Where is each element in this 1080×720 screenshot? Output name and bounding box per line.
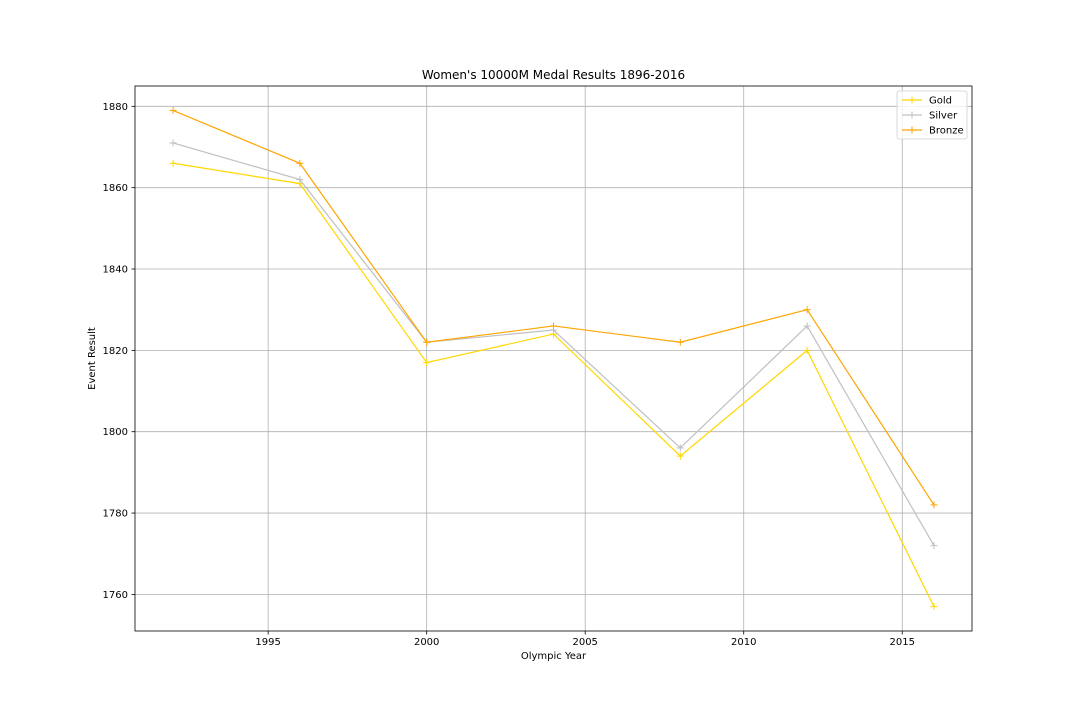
y-tick-label: 1860 [103, 183, 128, 194]
silver-data-point [169, 139, 177, 147]
y-tick-label: 1800 [103, 427, 128, 438]
y-tick-label: 1760 [103, 590, 128, 601]
legend-box [896, 90, 968, 140]
y-tick-label: 1820 [103, 346, 128, 357]
silver-series-line [172, 142, 935, 546]
legend-item-silver: Silver [902, 111, 958, 122]
gold-data-point [676, 452, 684, 460]
bronze-data-point [423, 338, 431, 346]
y-tick-label: 1880 [103, 102, 128, 113]
gold-data-point [169, 159, 177, 167]
bronze-series-line [172, 109, 935, 506]
legend-label-gold: Gold [929, 96, 952, 107]
silver-data-point [803, 322, 811, 330]
tick-layer: 1995 2000 2005 2010 2015 1760 1780 1800 1820 1840… [103, 102, 915, 648]
bronze-data-point [296, 159, 304, 167]
gold-data-point [930, 603, 938, 611]
x-tick-label: 2005 [572, 637, 597, 648]
y-tick-label: 1780 [103, 509, 128, 520]
bronze-data-point [803, 306, 811, 314]
x-axis-label: Olympic Year [521, 651, 587, 662]
x-tick-label: 1995 [255, 637, 280, 648]
bronze-data-point [676, 338, 684, 346]
plot-area-frame [134, 85, 973, 632]
chart-title: Women's 10000M Medal Results 1896-2016 [422, 68, 685, 82]
series-layer [169, 106, 938, 611]
x-tick-label: 2000 [414, 637, 439, 648]
y-tick-label: 1840 [103, 265, 128, 276]
x-tick-label: 2015 [890, 637, 915, 648]
x-tick-label: 2010 [731, 637, 756, 648]
silver-data-point [676, 444, 684, 452]
bronze-data-point [930, 501, 938, 509]
bronze-data-point [550, 322, 557, 330]
gold-data-point [803, 346, 811, 354]
bronze-data-point [169, 106, 177, 114]
grid [135, 86, 972, 631]
silver-data-point [296, 176, 304, 184]
legend-item-bronze: Bronze [902, 126, 964, 137]
legend-label-silver: Silver [929, 111, 958, 122]
legend-label-bronze: Bronze [929, 126, 964, 137]
y-axis-label: Event Result [87, 327, 98, 390]
silver-data-point [930, 542, 938, 550]
legend: Gold Silver Bronze [896, 90, 968, 140]
gold-series-line [172, 162, 935, 607]
gold-data-point [423, 359, 431, 367]
legend-item-gold: Gold [902, 96, 952, 107]
